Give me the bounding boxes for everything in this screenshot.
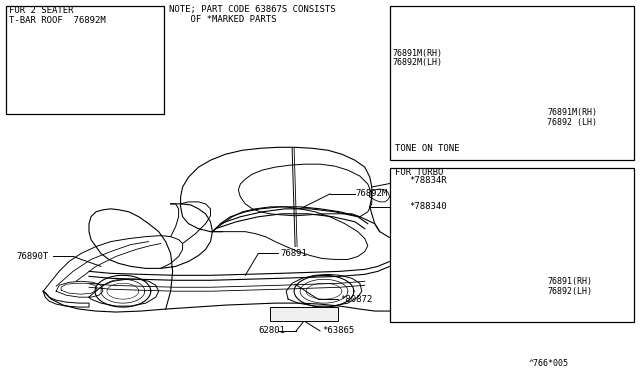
Text: TONE ON TONE: TONE ON TONE — [395, 144, 459, 153]
Text: 76892(LH): 76892(LH) — [547, 287, 592, 296]
Bar — [390, 6, 634, 160]
Text: ^766*005: ^766*005 — [529, 359, 569, 368]
Text: *80872: *80872 — [340, 295, 372, 304]
Text: *63865: *63865 — [322, 326, 355, 336]
Bar — [270, 307, 338, 321]
Bar — [390, 168, 634, 322]
Text: 62801: 62801 — [259, 326, 285, 336]
Text: 76891M(RH): 76891M(RH) — [547, 108, 597, 117]
Text: T-BAR ROOF  76892M: T-BAR ROOF 76892M — [10, 16, 106, 25]
Text: FOR TURBO: FOR TURBO — [395, 168, 443, 177]
Text: 76892M: 76892M — [356, 189, 388, 198]
Text: NOTE; PART CODE 63867S CONSISTS: NOTE; PART CODE 63867S CONSISTS — [169, 5, 335, 14]
Text: 76891(RH): 76891(RH) — [547, 277, 592, 286]
Text: 76892M(LH): 76892M(LH) — [393, 58, 443, 67]
Text: OF *MARKED PARTS: OF *MARKED PARTS — [169, 15, 276, 24]
Bar — [6, 6, 164, 113]
Text: FOR 2 SEATER: FOR 2 SEATER — [10, 6, 74, 15]
Text: 76892 (LH): 76892 (LH) — [547, 118, 597, 127]
Text: 76891M(RH): 76891M(RH) — [393, 48, 443, 58]
Text: 76891: 76891 — [280, 249, 307, 258]
Text: *78834R: *78834R — [410, 176, 447, 185]
Text: *788340: *788340 — [410, 202, 447, 211]
Text: 76890T: 76890T — [17, 252, 49, 261]
